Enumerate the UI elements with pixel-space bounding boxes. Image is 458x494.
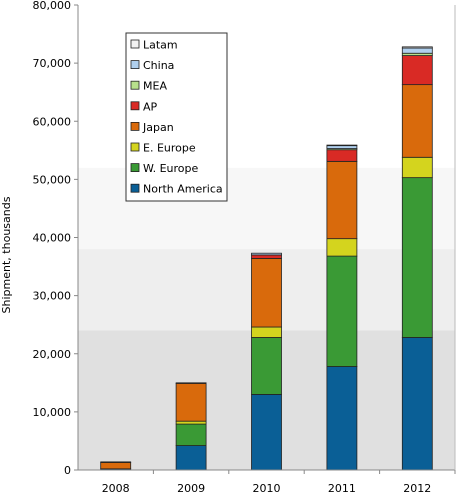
legend-label: W. Europe	[143, 162, 199, 175]
legend-label: AP	[143, 100, 158, 113]
legend-label: Latam	[143, 39, 178, 52]
bar-segment	[401, 47, 433, 54]
bar-segment	[251, 252, 282, 256]
bar-segment	[251, 254, 282, 259]
x-tick-label: 2011	[328, 482, 356, 494]
y-tick-label: 70,000	[33, 57, 72, 70]
bar-segment	[326, 366, 358, 471]
bar-segment	[175, 382, 207, 422]
legend-label: North America	[143, 183, 223, 196]
y-tick-label: 0	[64, 464, 71, 477]
bar-segment	[401, 84, 433, 158]
legend-swatch	[130, 142, 140, 152]
x-tick-label: 2012	[403, 482, 431, 494]
legend-label: China	[143, 59, 174, 72]
legend-swatch	[130, 60, 140, 69]
bar-segment	[175, 423, 207, 446]
x-tick-label: 2008	[102, 482, 130, 494]
bar-segment	[251, 337, 282, 395]
bar-segment	[326, 238, 358, 257]
bar-segment	[175, 445, 207, 471]
legend-swatch	[130, 163, 140, 173]
bar-segment	[326, 255, 358, 367]
bar-segment	[251, 326, 282, 338]
y-tick-label: 20,000	[33, 348, 72, 361]
bar-segment	[401, 55, 433, 86]
bar-segment	[251, 394, 282, 471]
bars-group	[100, 46, 433, 471]
bar-segment	[251, 258, 282, 328]
legend-swatch	[130, 39, 140, 49]
y-tick-label: 80,000	[33, 0, 72, 12]
y-tick-label: 10,000	[33, 406, 72, 419]
bar-segment	[326, 160, 358, 240]
legend-swatch	[130, 101, 140, 111]
y-tick-label: 60,000	[33, 115, 72, 128]
bar-segment	[175, 382, 207, 384]
bar-segment	[401, 156, 433, 179]
legend-label: E. Europe	[143, 142, 196, 155]
y-tick-label: 50,000	[33, 173, 72, 186]
bar-segment	[100, 462, 132, 470]
bar-segment	[326, 149, 358, 162]
y-tick-label: 40,000	[33, 232, 72, 245]
legend-label: MEA	[143, 80, 167, 93]
axes	[74, 4, 456, 474]
legend: Latam China MEA AP Japan E. Europe W. Europe No…	[125, 32, 228, 202]
bar-segment	[175, 420, 207, 425]
bar-segment	[326, 145, 358, 149]
x-tick-labels: 2008 2009 2010 2011 2012	[102, 482, 432, 494]
legend-swatch	[130, 183, 140, 193]
legend-label: Japan	[142, 121, 174, 134]
bar-segment	[326, 144, 358, 147]
bar-segment	[401, 337, 433, 471]
legend-swatch	[130, 122, 140, 131]
y-axis-label: Shipment, thousands	[0, 196, 13, 313]
x-tick-label: 2009	[177, 482, 205, 494]
x-tick-label: 2010	[253, 482, 281, 494]
y-tick-label: 30,000	[33, 290, 72, 303]
bar-segment	[401, 46, 433, 49]
legend-swatch	[130, 80, 140, 90]
bar-segment	[100, 461, 132, 463]
bar-segment	[401, 177, 433, 338]
legend-box	[125, 32, 228, 202]
y-tick-labels: 0 10,000 20,000 30,000 40,000 50,000 60,000 70,…	[33, 0, 72, 477]
